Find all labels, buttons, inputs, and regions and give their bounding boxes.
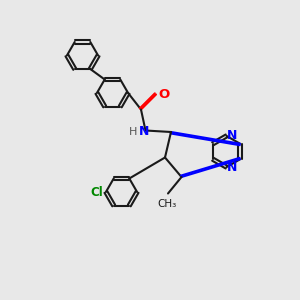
Text: N: N (139, 125, 149, 139)
Text: N: N (226, 161, 237, 174)
Text: Cl: Cl (90, 185, 103, 199)
Text: CH₃: CH₃ (157, 199, 176, 209)
Text: N: N (226, 129, 237, 142)
Text: H: H (129, 127, 137, 137)
Text: O: O (158, 88, 170, 101)
